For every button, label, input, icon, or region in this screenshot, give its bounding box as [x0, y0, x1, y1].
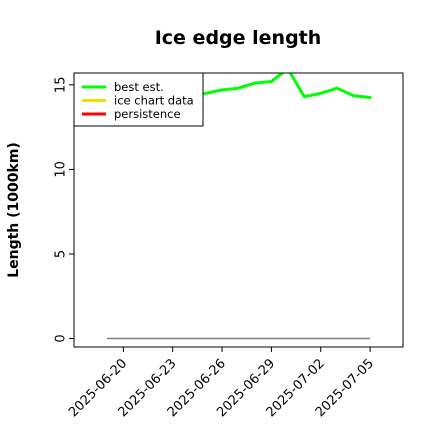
y-tick-label: 0 — [54, 334, 69, 342]
legend-label-0: best est. — [114, 80, 164, 94]
y-tick-label: 10 — [54, 161, 69, 178]
y-tick-label: 15 — [54, 77, 69, 94]
legend-label-2: persistence — [114, 107, 181, 121]
legend-label-1: ice chart data — [114, 94, 194, 108]
y-axis-label: Length (1000km) — [6, 142, 22, 278]
plot-frame — [73, 72, 404, 348]
chart-title: Ice edge length — [155, 27, 322, 49]
y-tick-label: 5 — [54, 250, 69, 258]
y-axis: 0 5 10 15 — [54, 77, 74, 343]
